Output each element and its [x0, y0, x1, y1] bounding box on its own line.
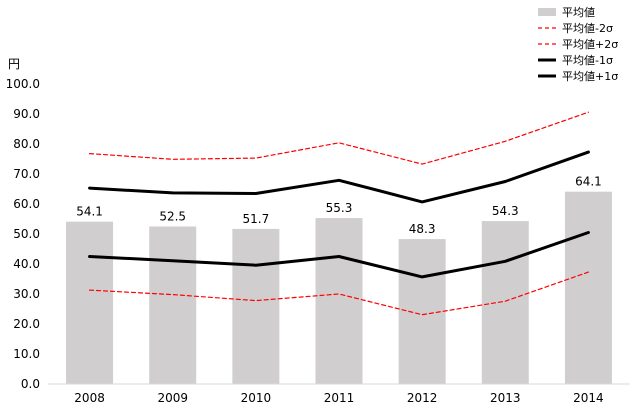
x-axis: 2008 2009 2010 2011 2012 2013 2014: [74, 391, 603, 405]
bar-data-label: 55.3: [326, 201, 353, 215]
legend-label: 平均値: [562, 6, 595, 19]
x-tick-label: 2011: [324, 391, 355, 405]
x-tick-label: 2013: [490, 391, 521, 405]
bar-data-label: 54.3: [492, 204, 519, 218]
legend-label: 平均値+2σ: [562, 38, 618, 51]
series-line: [88, 111, 590, 165]
y-tick-label: 10.0: [13, 347, 40, 361]
y-axis: 0.0 10.0 20.0 30.0 40.0 50.0 60.0 70.0 80.0 90.0 1…: [6, 77, 40, 391]
y-tick-label: 60.0: [13, 197, 40, 211]
bar: [149, 226, 197, 384]
legend-swatch: [538, 8, 556, 16]
y-tick-label: 20.0: [13, 317, 40, 331]
y-tick-label: 70.0: [13, 167, 40, 181]
y-tick-label: 0.0: [21, 377, 40, 391]
legend-label: 平均値-2σ: [562, 22, 613, 35]
bar: [481, 221, 529, 384]
x-tick-label: 2014: [573, 391, 604, 405]
bar-data-label: 51.7: [242, 212, 269, 226]
bar-data-label: 54.1: [76, 205, 103, 219]
x-tick-label: 2008: [74, 391, 105, 405]
x-tick-label: 2012: [407, 391, 438, 405]
bar-data-label: 48.3: [409, 222, 436, 236]
bar: [315, 218, 363, 384]
bar: [564, 191, 612, 384]
series-line: [88, 271, 590, 316]
legend-label: 平均値+1σ: [562, 70, 618, 83]
line-series: [88, 111, 590, 316]
y-tick-label: 100.0: [6, 77, 40, 91]
bar-series: [66, 191, 612, 384]
y-tick-label: 30.0: [13, 287, 40, 301]
y-axis-unit-label: 円: [8, 57, 20, 71]
bar: [66, 221, 114, 384]
bar-data-labels: 54.1 52.5 51.7 55.3 48.3 54.3 64.1: [76, 175, 602, 236]
legend-label: 平均値-1σ: [562, 54, 613, 67]
series-line: [88, 231, 590, 279]
series-line: [88, 150, 590, 204]
x-tick-label: 2009: [157, 391, 188, 405]
bar-data-label: 64.1: [575, 175, 602, 189]
x-tick-label: 2010: [241, 391, 272, 405]
bar-data-label: 52.5: [159, 210, 186, 224]
bar: [232, 228, 280, 384]
y-tick-label: 40.0: [13, 257, 40, 271]
y-tick-label: 90.0: [13, 107, 40, 121]
y-tick-label: 80.0: [13, 137, 40, 151]
y-tick-label: 50.0: [13, 227, 40, 241]
